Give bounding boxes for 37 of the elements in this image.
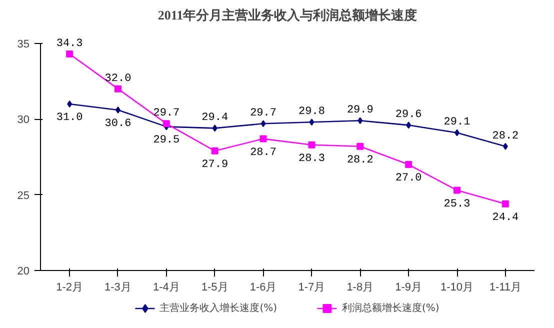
x-tick-label: 1-5月 [201, 282, 228, 294]
data-label: 29.4 [202, 112, 228, 124]
x-tick-label: 1-9月 [395, 282, 422, 294]
y-tick-label: 30 [17, 114, 30, 126]
x-tick-label: 1-6月 [250, 282, 277, 294]
x-tick-label: 1-7月 [298, 282, 326, 294]
x-tick-label: 1-8月 [346, 282, 374, 294]
data-label: 29.1 [444, 116, 471, 129]
legend-label: 利润总额增长速度(%) [342, 302, 440, 315]
x-tick-label: 1-10月 [440, 282, 474, 294]
y-tick-label: 20 [17, 266, 30, 278]
data-label: 29.7 [250, 108, 276, 120]
data-label: 25.3 [444, 198, 470, 210]
data-label: 34.3 [56, 38, 83, 50]
legend-label: 主营业务收入增长速度(%) [160, 302, 277, 315]
data-label: 29.7 [153, 108, 180, 120]
data-label: 32.0 [104, 72, 132, 85]
data-label: 29.6 [395, 109, 422, 122]
data-label: 31.0 [56, 112, 83, 124]
data-label: 27.9 [202, 158, 228, 171]
y-tick-label: 25 [17, 190, 30, 202]
x-tick-label: 1-11月 [489, 282, 522, 294]
data-label: 27.0 [395, 172, 422, 185]
data-label: 29.9 [346, 104, 374, 117]
chart-title: 2011年分月主营业务收入与利润总额增长速度 [158, 8, 418, 22]
data-label: 29.8 [298, 106, 325, 118]
data-label: 28.2 [492, 130, 519, 142]
x-tick-label: 1-4月 [152, 282, 180, 294]
data-label: 24.4 [492, 212, 520, 224]
y-tick-label: 35 [17, 38, 30, 50]
data-label: 28.2 [346, 154, 374, 166]
data-label: 28.3 [298, 152, 325, 165]
data-label: 28.7 [250, 146, 276, 159]
x-tick-label: 1-2月 [56, 282, 84, 294]
data-label: 30.6 [104, 118, 132, 130]
x-tick-label: 1-3月 [104, 282, 132, 294]
data-label: 29.5 [153, 134, 180, 147]
